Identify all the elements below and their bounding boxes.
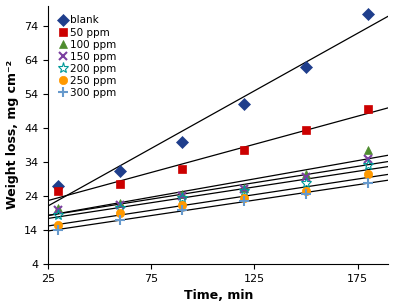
blank bbox=[366, 12, 370, 16]
Line: blank: blank bbox=[54, 10, 372, 190]
200 ppm bbox=[366, 164, 370, 167]
Y-axis label: Weight loss, mg cm⁻²: Weight loss, mg cm⁻² bbox=[6, 60, 19, 209]
50 ppm bbox=[118, 182, 123, 186]
150 ppm bbox=[366, 157, 370, 160]
Line: 50 ppm: 50 ppm bbox=[54, 105, 372, 195]
blank bbox=[242, 102, 246, 106]
300 ppm bbox=[366, 181, 370, 184]
50 ppm bbox=[242, 148, 246, 152]
150 ppm bbox=[118, 203, 123, 206]
50 ppm bbox=[56, 189, 61, 193]
50 ppm bbox=[303, 128, 308, 132]
250 ppm bbox=[242, 196, 246, 200]
250 ppm bbox=[180, 203, 184, 206]
100 ppm bbox=[56, 206, 61, 210]
300 ppm bbox=[180, 208, 184, 212]
Line: 200 ppm: 200 ppm bbox=[53, 160, 374, 221]
blank bbox=[118, 169, 123, 172]
100 ppm bbox=[366, 148, 370, 152]
X-axis label: Time, min: Time, min bbox=[184, 290, 253, 302]
200 ppm bbox=[242, 189, 246, 193]
150 ppm bbox=[242, 188, 246, 191]
Line: 150 ppm: 150 ppm bbox=[54, 155, 372, 214]
blank bbox=[303, 65, 308, 69]
200 ppm bbox=[303, 181, 308, 184]
250 ppm bbox=[118, 211, 123, 215]
100 ppm bbox=[242, 186, 246, 189]
50 ppm bbox=[366, 107, 370, 111]
Line: 250 ppm: 250 ppm bbox=[54, 170, 372, 229]
50 ppm bbox=[180, 167, 184, 171]
200 ppm bbox=[180, 196, 184, 200]
150 ppm bbox=[56, 208, 61, 212]
Line: 100 ppm: 100 ppm bbox=[54, 146, 372, 212]
150 ppm bbox=[180, 194, 184, 198]
100 ppm bbox=[118, 201, 123, 205]
200 ppm bbox=[118, 206, 123, 210]
Line: 300 ppm: 300 ppm bbox=[54, 178, 373, 235]
150 ppm bbox=[303, 176, 308, 179]
250 ppm bbox=[303, 189, 308, 193]
300 ppm bbox=[118, 218, 123, 222]
blank bbox=[180, 140, 184, 144]
100 ppm bbox=[303, 172, 308, 176]
100 ppm bbox=[180, 192, 184, 196]
Legend: blank, 50 ppm, 100 ppm, 150 ppm, 200 ppm, 250 ppm, 300 ppm: blank, 50 ppm, 100 ppm, 150 ppm, 200 ppm… bbox=[57, 13, 119, 100]
300 ppm bbox=[303, 192, 308, 196]
blank bbox=[56, 184, 61, 188]
250 ppm bbox=[366, 172, 370, 176]
200 ppm bbox=[56, 213, 61, 217]
300 ppm bbox=[56, 228, 61, 232]
300 ppm bbox=[242, 199, 246, 203]
250 ppm bbox=[56, 223, 61, 227]
